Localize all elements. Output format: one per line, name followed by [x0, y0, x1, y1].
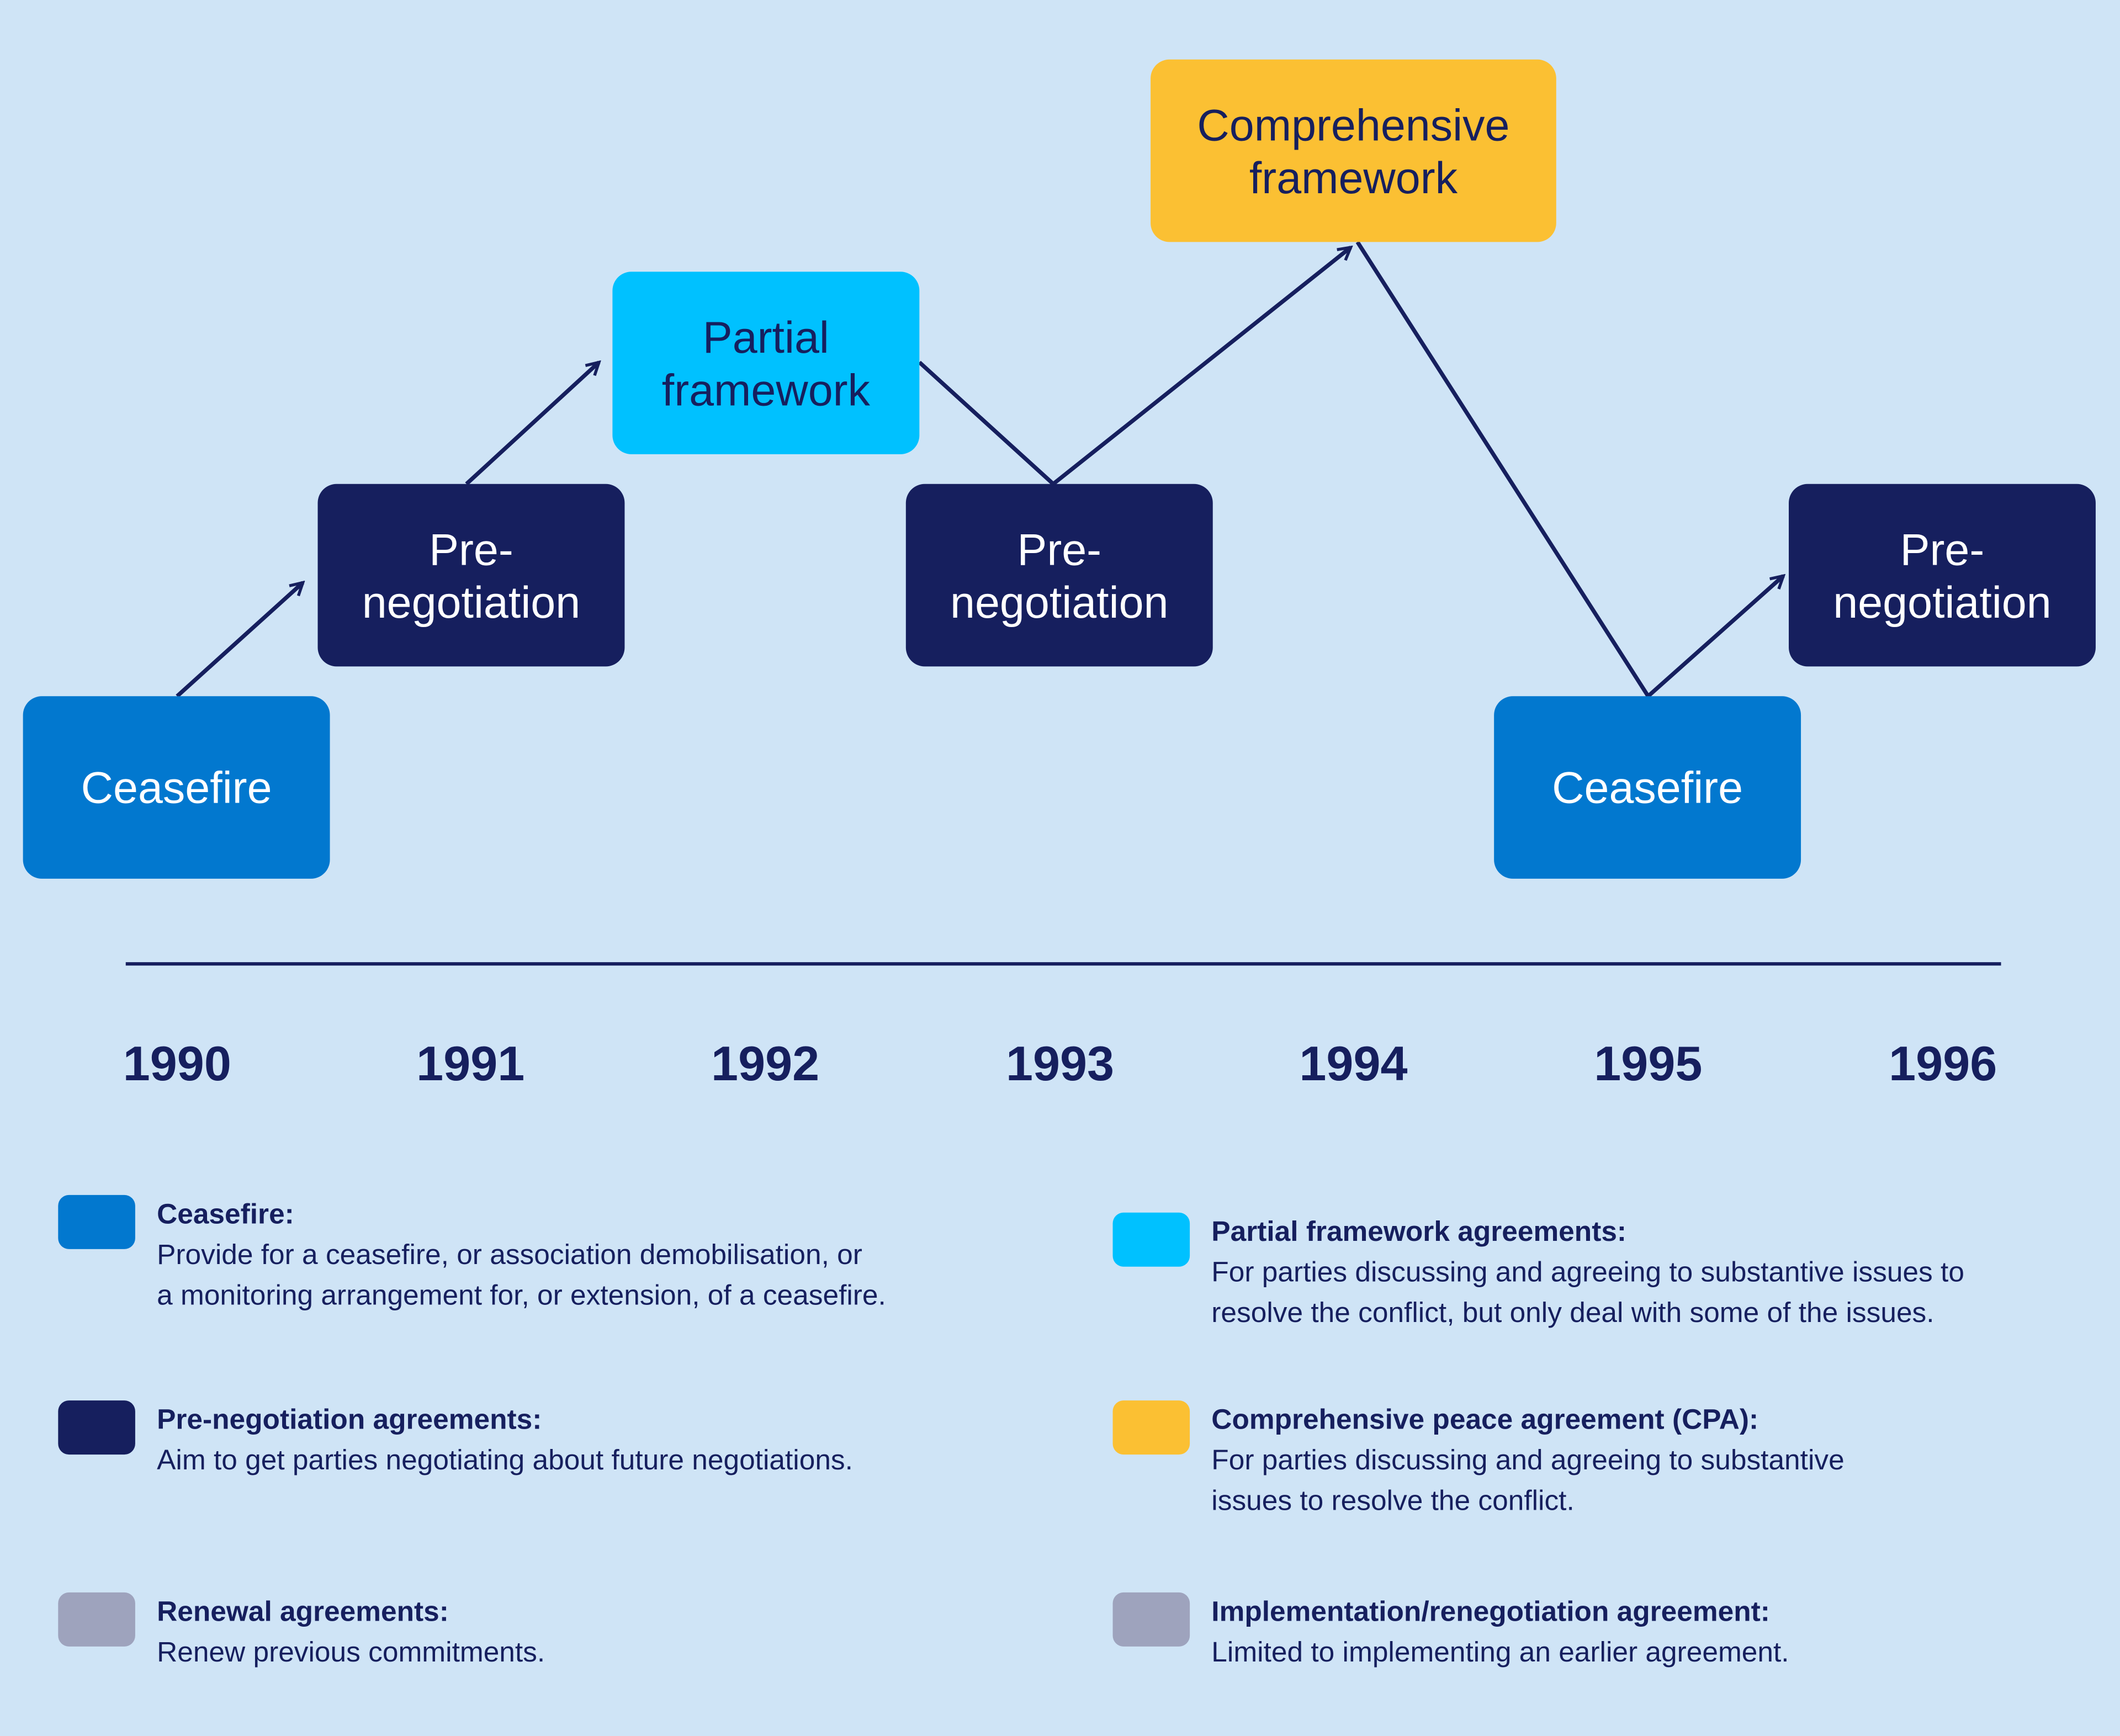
legend-desc: Limited to implementing an earlier agree… [1211, 1637, 1789, 1669]
year-label: 1991 [416, 1035, 525, 1091]
year-label: 1990 [123, 1035, 231, 1091]
legend-desc: resolve the conflict, but only deal with… [1211, 1298, 1935, 1329]
year-label: 1992 [711, 1035, 820, 1091]
box-label: Pre- negotiation [950, 523, 1169, 627]
legend-desc: a monitoring arrangement for, or extensi… [157, 1280, 886, 1312]
line-1992-1993 [918, 360, 1055, 486]
legend-desc: Aim to get parties negotiating about fut… [157, 1445, 853, 1477]
legend-title: Partial framework agreements: [1211, 1217, 1627, 1248]
legend-swatch [1112, 1592, 1190, 1647]
line-1994-1995 [1355, 241, 1650, 698]
box-comprehensive-framework-1994: Comprehensive framework [1151, 59, 1556, 242]
box-label: Ceasefire [1552, 762, 1743, 813]
legend-title: Implementation/renegotiation agreement: [1211, 1596, 1770, 1628]
legend-desc: Renew previous commitments. [157, 1637, 545, 1669]
year-label: 1994 [1299, 1035, 1408, 1091]
legend-swatch [1112, 1400, 1190, 1455]
year-label: 1995 [1594, 1035, 1703, 1091]
legend-title: Pre-negotiation agreements: [157, 1404, 542, 1436]
box-label: Comprehensive framework [1197, 99, 1510, 203]
arrow-1993-1994 [1052, 247, 1351, 486]
box-label: Pre- negotiation [1833, 523, 2052, 627]
box-pre-negotiation-1993: Pre- negotiation [905, 484, 1213, 667]
box-ceasefire-1990: Ceasefire [23, 696, 330, 879]
box-pre-negotiation-1991: Pre- negotiation [317, 484, 625, 667]
legend-swatch [1112, 1212, 1190, 1267]
box-partial-framework-1992: Partial framework [612, 272, 920, 454]
box-pre-negotiation-1996: Pre- negotiation [1789, 484, 2096, 667]
box-ceasefire-1995: Ceasefire [1494, 696, 1801, 879]
year-label: 1993 [1005, 1035, 1115, 1091]
box-label: Partial framework [661, 311, 870, 415]
legend-title: Comprehensive peace agreement (CPA): [1211, 1404, 1759, 1436]
legend-title: Renewal agreements: [157, 1596, 449, 1628]
legend-desc: For parties discussing and agreeing to s… [1211, 1257, 1964, 1288]
legend-title: Ceasefire: [157, 1199, 294, 1230]
legend-desc: issues to resolve the conflict. [1211, 1485, 1575, 1517]
legend-desc: Provide for a ceasefire, or association … [157, 1239, 862, 1271]
arrow-1990-1991 [176, 583, 303, 698]
arrow-1991-1992 [465, 362, 599, 486]
legend-desc: For parties discussing and agreeing to s… [1211, 1445, 1845, 1477]
year-label: 1996 [1889, 1035, 1997, 1091]
legend-swatch [58, 1195, 135, 1249]
legend-swatch [58, 1400, 135, 1455]
box-label: Pre- negotiation [362, 523, 581, 627]
arrow-1995-1996 [1646, 576, 1783, 698]
legend-swatch [58, 1592, 135, 1647]
box-label: Ceasefire [81, 762, 272, 813]
